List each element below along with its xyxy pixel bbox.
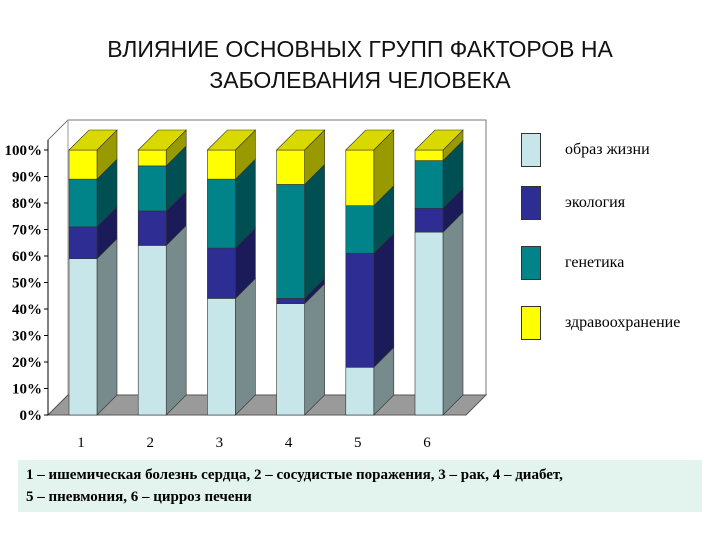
bar-segment [276, 303, 305, 416]
chart-title: ВЛИЯНИЕ ОСНОВНЫХ ГРУПП ФАКТОРОВ НА ЗАБОЛ… [0, 34, 720, 96]
bar-segment [345, 253, 375, 368]
bar-segment [207, 247, 236, 299]
x-tick-label: 1 [77, 435, 85, 451]
bar-segment [207, 298, 236, 416]
bar-side [373, 232, 395, 369]
bar-segment [276, 298, 305, 304]
y-tick-label: 10% [12, 382, 42, 398]
bar-side [442, 211, 464, 416]
x-tick-label: 5 [354, 435, 362, 451]
legend-swatch [521, 246, 541, 280]
bar-top [68, 129, 118, 151]
bar-segment [345, 205, 375, 254]
bar-side [96, 237, 118, 416]
y-tick-label: 100% [5, 143, 43, 159]
bar-segment [68, 178, 98, 228]
stacked-bar-chart: 0% 10% 20% 30% 40% 50% 60% 70% 80% 90% 100% 1 2 3 4 5 6 [5, 119, 488, 451]
bar-top [414, 129, 464, 151]
bar-segment [414, 149, 444, 161]
bar-segment [137, 165, 167, 212]
bar-top [275, 129, 326, 151]
y-tick-label: 70% [12, 223, 42, 239]
bar-segment [345, 149, 375, 206]
x-tick-label: 2 [146, 435, 154, 451]
bar-segment [414, 160, 444, 209]
bar-side [304, 163, 325, 300]
legend-label: экология [565, 194, 626, 211]
bar-segment [137, 245, 167, 416]
y-tick-label: 90% [12, 170, 42, 186]
bar-top [345, 129, 395, 151]
bar-segment [276, 149, 305, 185]
legend-label: образ жизни [565, 141, 650, 158]
x-tick-label: 3 [216, 435, 224, 451]
caption-line-2: 5 – пневмония, 6 – цирроз печени [26, 489, 252, 505]
bar-top [206, 129, 257, 151]
y-tick-label: 40% [12, 302, 42, 318]
x-tick-label: 4 [285, 435, 293, 451]
y-tick-label: 80% [12, 196, 42, 212]
legend-label: генетика [565, 254, 625, 271]
y-tick-label: 50% [12, 276, 42, 292]
chart-title-line-1: ВЛИЯНИЕ ОСНОВНЫХ ГРУПП ФАКТОРОВ НА [107, 36, 613, 62]
y-tick-label: 0% [20, 408, 43, 424]
y-tick-label: 60% [12, 249, 42, 265]
bar-segment [137, 210, 167, 246]
bar-segment [207, 149, 236, 180]
bar-segment [207, 178, 236, 249]
x-tick-label: 6 [423, 435, 431, 451]
legend-swatch [521, 133, 541, 167]
bar-segment [345, 366, 375, 416]
bar-segment [68, 226, 98, 259]
bar-segment [276, 184, 305, 299]
bar-segment [137, 149, 167, 167]
bar-segment [68, 258, 98, 416]
caption-box: 1 – ишемическая болезнь сердца, 2 – сосу… [18, 460, 702, 512]
bar-side [304, 282, 325, 416]
bar-segment [414, 231, 444, 416]
legend-label: здравоохранение [565, 314, 681, 331]
legend-swatch [521, 306, 541, 340]
bar-segment [68, 149, 98, 180]
caption-line-1: 1 – ишемическая болезнь сердца, 2 – сосу… [26, 467, 563, 483]
bar-top [137, 129, 187, 151]
legend-swatch [521, 186, 541, 220]
bar-side [165, 224, 187, 416]
chart-title-line-2: ЗАБОЛЕВАНИЯ ЧЕЛОВЕКА [209, 67, 511, 93]
y-tick-label: 30% [12, 329, 42, 345]
bar-side [235, 277, 256, 416]
y-tick-label: 20% [12, 355, 42, 371]
bar-segment [414, 208, 444, 233]
